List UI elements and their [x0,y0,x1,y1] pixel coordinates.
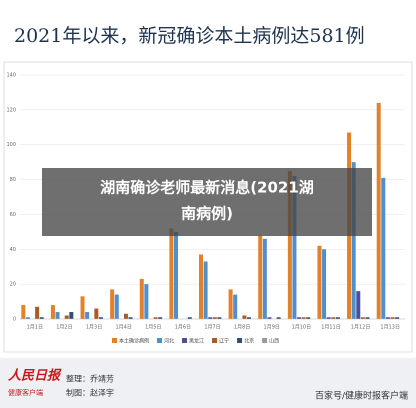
bar [317,245,322,319]
y-tick-label: 20 [10,282,16,288]
bar [297,317,302,319]
bar [187,317,192,319]
bar [153,317,158,319]
legend-label: 北京 [244,338,254,345]
bar [276,317,281,319]
bar [199,254,203,319]
x-tick-label: 1月12日 [351,325,371,331]
bar [55,312,60,319]
legend-swatch [212,338,218,343]
x-tick-label: 1月3日 [86,325,102,331]
source: 百家号/健康时报客户端 [315,390,408,402]
overlay-text: 南病例) [181,205,233,223]
bar [351,162,356,319]
bar [326,317,331,319]
bar [247,317,252,319]
bar [173,231,178,319]
chart-title: 2021年以来，新冠确诊本土病例达581例 [14,25,365,47]
x-tick-label: 1月4日 [115,325,131,331]
bar [64,315,69,319]
bar [376,102,381,319]
bar [395,317,400,319]
x-tick-label: 1月2日 [56,325,72,331]
bar [114,294,119,319]
legend-swatch [237,338,243,343]
bar [208,317,213,319]
bar [69,312,74,319]
bar [21,305,26,319]
bar [50,305,55,319]
bar [203,261,208,319]
x-tick-label: 1月13日 [380,325,400,331]
legend-swatch [182,338,188,343]
bar [390,317,395,319]
y-tick-label: 80 [10,177,16,183]
bar [94,308,99,319]
bar [228,289,233,319]
y-tick-label: 140 [6,73,16,79]
x-tick-label: 1月8日 [234,325,250,331]
bar [25,317,30,319]
x-tick-label: 1月5日 [145,325,161,331]
bar [158,317,163,319]
bar [287,170,292,319]
bar [385,317,390,319]
bar [258,235,263,319]
bar [169,228,174,319]
bar [331,317,336,319]
legend-label: 辽宁 [219,338,229,345]
bar [381,177,386,319]
bar [233,294,238,319]
bar [98,317,103,319]
y-tick-label: 120 [6,107,16,113]
bar [365,317,370,319]
logo-sub: 健康客户端 [8,388,43,397]
bar [85,312,90,319]
bar [360,317,365,319]
x-tick-label: 1月9日 [264,325,280,331]
bar [35,306,40,319]
bar [144,284,149,319]
bar [217,317,222,319]
bar [80,296,85,319]
bar [322,249,327,319]
legend-label: 本土确诊病例 [119,338,149,345]
x-tick-label: 1月6日 [175,325,191,331]
bar [267,317,272,319]
legend-label: 河北 [164,338,174,345]
legend-label: 黑龙江 [189,338,204,345]
overlay-banner [42,168,372,236]
footer [0,358,416,408]
designer: 制图：赵泽宇 [66,388,114,398]
x-tick-label: 1月7日 [204,325,220,331]
editor: 整理：乔靖芳 [66,374,114,384]
bar [123,313,128,319]
legend-swatch [157,338,163,343]
bar [306,317,311,319]
bar [212,317,217,319]
legend-label: 山西 [269,338,279,345]
bar [128,317,133,319]
overlay-text: 湖南确诊老师最新消息(2021湖 [100,179,314,197]
y-tick-label: 60 [10,212,16,218]
legend-swatch [112,338,117,343]
y-tick-label: 0 [13,317,16,323]
x-tick-label: 1月10日 [292,325,312,331]
x-tick-label: 1月1日 [27,325,43,331]
bar [139,278,144,319]
bar [356,291,361,319]
bar [301,317,306,319]
bar [242,315,247,319]
logo: 人民日报 [8,368,62,384]
legend-swatch [262,338,268,343]
bar [39,317,44,319]
y-tick-label: 40 [10,247,16,253]
bar [335,317,340,319]
y-tick-label: 100 [6,142,16,148]
bar [292,176,297,319]
bar [262,238,267,319]
x-tick-label: 1月11日 [321,325,341,331]
bar [110,289,115,319]
